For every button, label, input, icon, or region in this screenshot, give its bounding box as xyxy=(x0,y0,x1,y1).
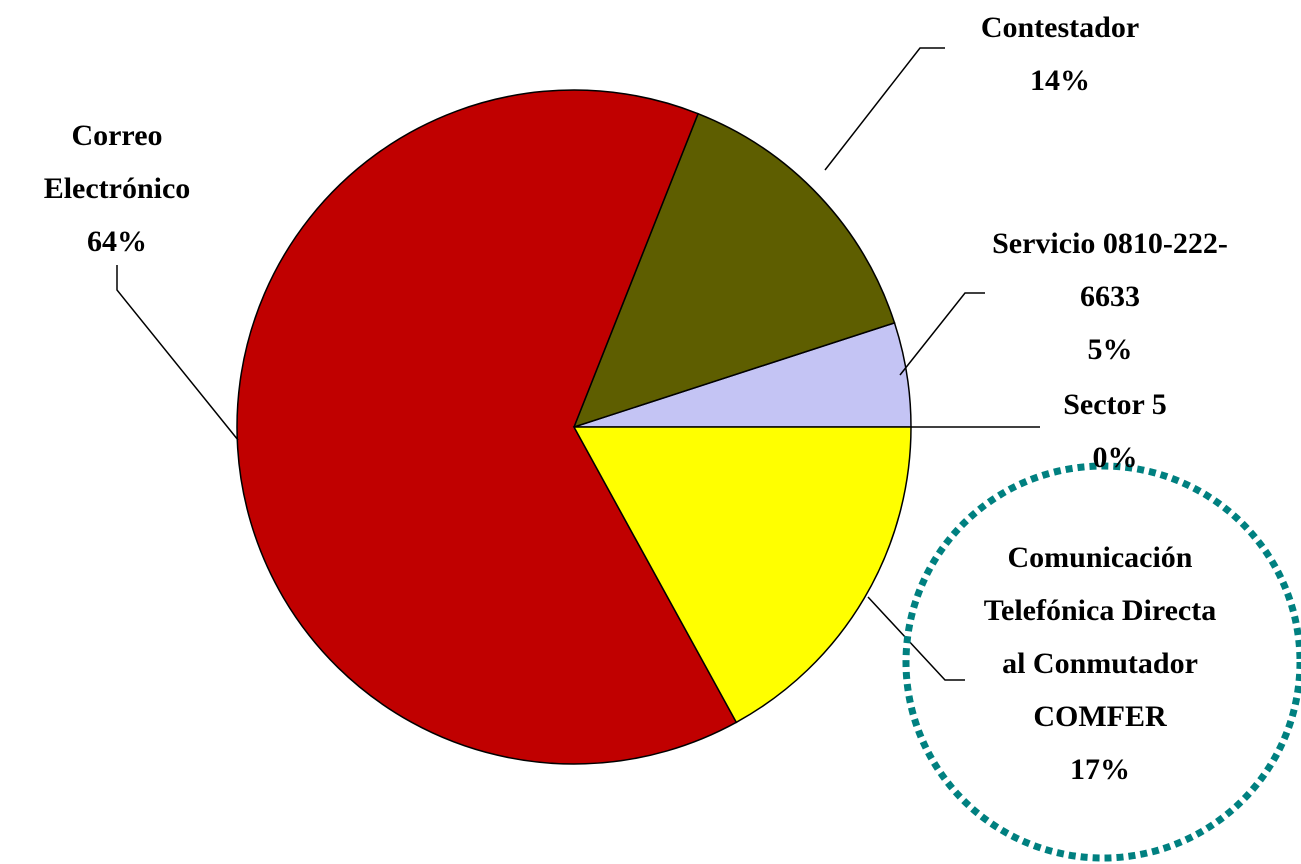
leader-line xyxy=(867,596,965,681)
leader-line xyxy=(899,292,985,376)
category-name: Sector 5 xyxy=(1063,388,1167,421)
pie-slice xyxy=(236,89,738,765)
leader-line xyxy=(824,47,945,171)
value-label: 17% xyxy=(1070,753,1130,786)
pie-slice xyxy=(572,426,912,724)
slice-label: Servicio 0810-222-6633 5% xyxy=(985,217,1235,376)
pie-slice xyxy=(572,112,896,429)
category-name: Comunicación Telefónica Directa al Conmu… xyxy=(983,541,1217,733)
highlight-circle xyxy=(902,462,1301,862)
slice-label: Contestador 14% xyxy=(940,1,1180,107)
slice-label: Comunicación Telefónica Directa al Conmu… xyxy=(975,531,1225,796)
slices xyxy=(236,89,912,765)
value-label: 64% xyxy=(87,225,147,258)
category-name: Correo Electrónico xyxy=(43,119,191,205)
category-name: Servicio 0810-222-6633 xyxy=(992,227,1228,313)
leader-line xyxy=(116,265,239,441)
category-name: Contestador xyxy=(980,11,1140,44)
leader-lines xyxy=(116,47,1040,681)
value-label: 14% xyxy=(1030,64,1090,97)
slice-label: Sector 5 0% xyxy=(1015,378,1215,484)
value-label: 5% xyxy=(1087,333,1133,366)
slice-label: Correo Electrónico 64% xyxy=(2,109,232,268)
value-label: 0% xyxy=(1092,441,1138,474)
